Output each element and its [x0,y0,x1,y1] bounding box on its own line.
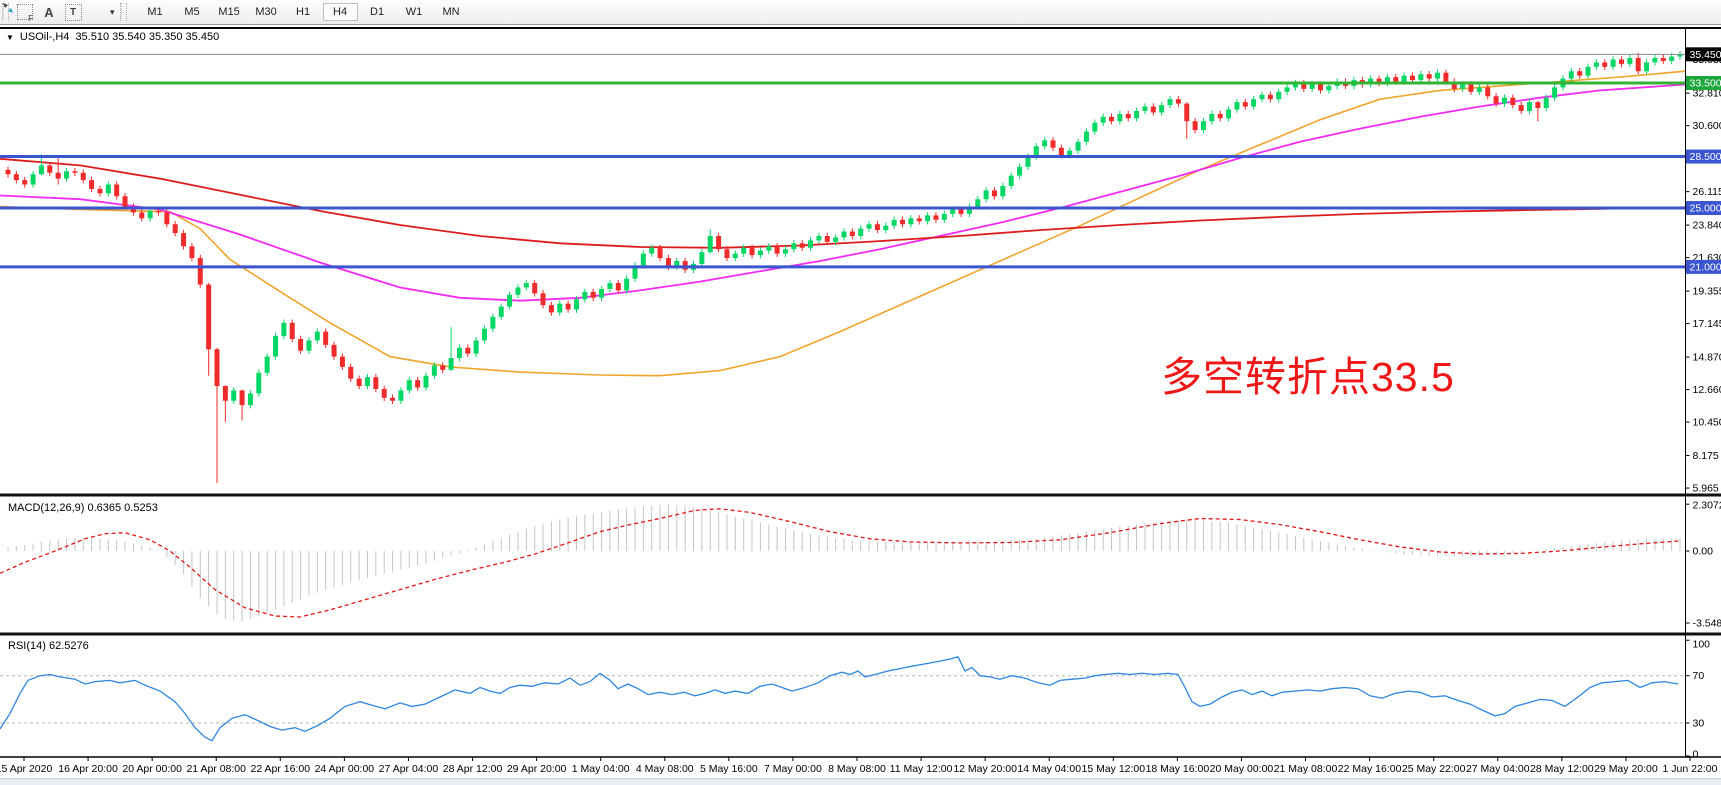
price-badge-25.000 [1686,201,1721,216]
svg-text:30: 30 [1693,718,1705,730]
svg-text:21 Apr 08:00: 21 Apr 08:00 [186,763,246,775]
svg-text:29 Apr 20:00: 29 Apr 20:00 [507,763,567,775]
quote-ohlc-label: 35.510 35.540 35.350 35.450 [75,31,220,43]
svg-text:12.660: 12.660 [1693,384,1721,396]
svg-text:17.145: 17.145 [1693,318,1721,330]
svg-text:35.450: 35.450 [1690,49,1721,61]
timeframe-button-mn[interactable]: MN [442,6,460,18]
price-badge-21.000 [1686,259,1721,274]
macd-indicator-label: MACD(12,26,9) 0.6365 0.5253 [8,502,158,514]
timeframe-button-d1[interactable]: D1 [370,6,385,18]
svg-text:12 May 20:00: 12 May 20:00 [953,763,1017,775]
svg-text:22 May 16:00: 22 May 16:00 [1338,763,1402,775]
price-badge-33.500 [1686,76,1721,90]
svg-text:23.840: 23.840 [1693,220,1721,232]
arrows-glyph [3,3,13,13]
svg-text:27 Apr 04:00: 27 Apr 04:00 [379,763,439,775]
svg-text:18 May 16:00: 18 May 16:00 [1146,763,1210,775]
panel-separator-1 [0,493,1721,497]
toolbar: F A T ▾ M1 M5 M15 M30 H1 H4 D1 W1 MN [0,0,1721,25]
svg-text:2.3072: 2.3072 [1693,500,1721,512]
timeframe-button-w1[interactable]: W1 [405,6,423,18]
svg-text:100: 100 [1693,639,1711,651]
panel-separator-2 [0,632,1721,636]
timeframe-button-m15[interactable]: M15 [218,6,240,18]
svg-text:21 May 08:00: 21 May 08:00 [1274,763,1338,775]
svg-text:8.175: 8.175 [1693,450,1719,462]
svg-text:30.600: 30.600 [1693,120,1721,132]
svg-text:1 Jun 22:00: 1 Jun 22:00 [1663,763,1718,775]
svg-text:5.965: 5.965 [1693,483,1719,495]
svg-text:1 May 04:00: 1 May 04:00 [572,763,630,775]
chart-dropdown-icon[interactable]: ▼ [6,32,14,42]
chart-window: 35.08532.81030.60026.11523.84021.63019.3… [0,25,1721,785]
timeframe-button-h1[interactable]: H1 [296,6,311,18]
svg-text:28.500: 28.500 [1690,151,1721,163]
svg-text:32.810: 32.810 [1693,88,1721,100]
svg-text:27 May 04:00: 27 May 04:00 [1466,763,1530,775]
ma-orange-line [0,70,1686,377]
text-label-icon[interactable]: A [44,4,54,20]
main-price-panel [0,51,1686,484]
svg-text:0: 0 [1693,749,1699,761]
svg-text:29 May 20:00: 29 May 20:00 [1594,763,1658,775]
svg-text:8 May 08:00: 8 May 08:00 [828,763,886,775]
status-strip [0,778,1721,785]
svg-text:15 May 12:00: 15 May 12:00 [1081,763,1145,775]
chart-annotation-text: 多空转折点33.5 [1161,354,1455,400]
svg-text:28 Apr 12:00: 28 Apr 12:00 [443,763,503,775]
svg-text:5 May 16:00: 5 May 16:00 [700,763,758,775]
svg-text:70: 70 [1693,670,1705,682]
price-chart-canvas[interactable]: 35.08532.81030.60026.11523.84021.63019.3… [0,25,1721,778]
svg-text:33.500: 33.500 [1690,78,1721,90]
svg-text:20 Apr 00:00: 20 Apr 00:00 [122,763,182,775]
toolbar-grip-2[interactable] [119,3,127,21]
candles-layer [5,51,1683,484]
svg-text:15 Apr 2020: 15 Apr 2020 [0,763,52,775]
chart-title: ▼ USOil-,H4 35.510 35.540 35.350 35.450 [6,31,219,43]
fibonacci-icon[interactable]: F [15,2,35,23]
svg-text:21.000: 21.000 [1690,261,1721,273]
toolbar-grip[interactable] [2,3,9,21]
svg-text:19.355: 19.355 [1693,286,1721,298]
timeframe-button-h4[interactable]: H4 [322,3,358,21]
svg-text:20 May 00:00: 20 May 00:00 [1210,763,1274,775]
arrow-objects-dropdown-icon[interactable]: ▾ [110,6,115,17]
svg-text:-3.5484: -3.5484 [1693,618,1721,630]
timeframe-buttons: M1 M5 M15 M30 H1 H4 D1 W1 MN [137,3,470,21]
ma-magenta-line [0,83,1686,302]
svg-text:25.000: 25.000 [1690,203,1721,215]
ma-red-line [0,157,1686,249]
svg-text:22 Apr 16:00: 22 Apr 16:00 [251,763,311,775]
svg-text:11 May 12:00: 11 May 12:00 [890,763,953,775]
time-axis[interactable]: 15 Apr 2020 16 Apr 20:00 20 Apr 00:00 21 Ap… [0,757,1718,775]
timeframe-button-m30[interactable]: M30 [255,6,277,18]
svg-text:28 May 12:00: 28 May 12:00 [1530,763,1594,775]
svg-text:7 May 00:00: 7 May 00:00 [764,763,822,775]
arrow-objects-icon[interactable] [3,2,107,22]
text-box-icon[interactable]: T [63,2,83,22]
svg-text:14 May 04:00: 14 May 04:00 [1017,763,1081,775]
price-axis[interactable]: 35.08532.81030.60026.11523.84021.63019.3… [1685,27,1721,761]
svg-text:4 May 08:00: 4 May 08:00 [636,763,694,775]
timeframe-button-m5[interactable]: M5 [184,6,200,18]
price-badge-28.500 [1686,149,1721,164]
rsi-line [0,656,1679,742]
svg-text:26.115: 26.115 [1693,186,1721,198]
price-badge-35.450 [1686,47,1721,62]
rsi-indicator-label: RSI(14) 62.5276 [8,640,89,652]
svg-text:14.870: 14.870 [1693,352,1721,364]
svg-text:16 Apr 20:00: 16 Apr 20:00 [58,763,118,775]
macd-panel [0,504,1681,622]
svg-text:10.450: 10.450 [1693,417,1721,429]
symbol-period-label: USOil-,H4 [19,31,70,43]
svg-text:24 Apr 00:00: 24 Apr 00:00 [315,763,375,775]
rsi-panel [0,656,1686,742]
svg-text:25 May 22:00: 25 May 22:00 [1402,763,1466,775]
svg-text:0.00: 0.00 [1693,546,1714,558]
timeframe-button-m1[interactable]: M1 [147,6,163,18]
